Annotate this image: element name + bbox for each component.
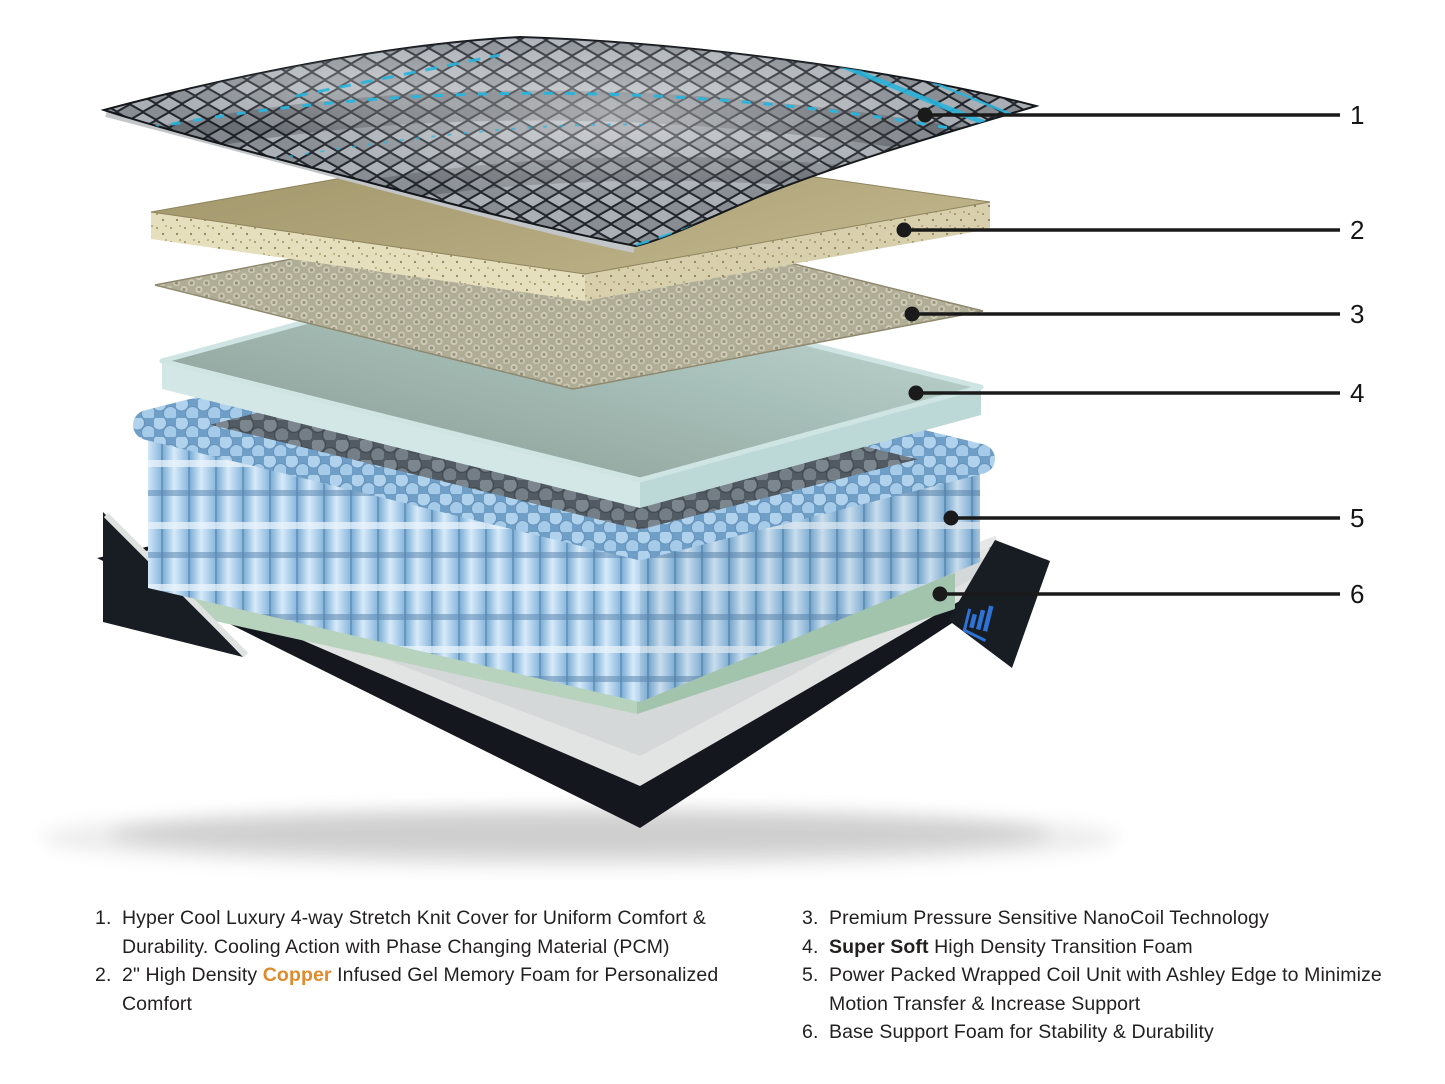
- callouts: 1 2 3 4 5 6: [896, 100, 1364, 609]
- legend-item-text: Super Soft High Density Transition Foam: [829, 935, 1193, 958]
- callout-2-label: 2: [1350, 215, 1364, 245]
- callout-6: 6: [932, 579, 1364, 609]
- legend-left-column: 1. Hyper Cool Luxury 4-way Stretch Knit C…: [95, 904, 767, 1018]
- ground-shadow: [40, 806, 1120, 870]
- brand-logo-icon: [962, 605, 994, 642]
- callout-5: 5: [943, 503, 1364, 533]
- legend-item-number: 6.: [802, 1021, 819, 1043]
- legend-item-number: 3.: [802, 907, 819, 929]
- callout-2: 2: [896, 215, 1364, 245]
- legend-right-column: 3. Premium Pressure Sensitive NanoCoil Te…: [802, 904, 1394, 1047]
- callout-6-label: 6: [1350, 579, 1364, 609]
- callout-5-label: 5: [1350, 503, 1364, 533]
- legend-item-text: 2" High Density Copper Infused Gel Memor…: [122, 964, 719, 1015]
- exploded-mattress-illustration: 1 2 3 4 5 6: [40, 35, 1364, 870]
- legend-item-text: Base Support Foam for Stability & Durabi…: [829, 1021, 1214, 1043]
- legend-item-text: Hyper Cool Luxury 4-way Stretch Knit Cov…: [122, 907, 707, 958]
- callout-3: 3: [904, 299, 1364, 329]
- legend-item: 5. Power Packed Wrapped Coil Unit with As…: [802, 961, 1394, 1018]
- legend-item-text: Premium Pressure Sensitive NanoCoil Tech…: [829, 907, 1269, 929]
- callout-1: 1: [917, 100, 1364, 130]
- legend-item-number: 5.: [802, 964, 819, 986]
- legend-item-number: 4.: [802, 935, 819, 958]
- callout-4: 4: [908, 378, 1364, 408]
- legend-item-number: 2.: [95, 964, 112, 986]
- legend-item: 3. Premium Pressure Sensitive NanoCoil Te…: [802, 904, 1394, 933]
- legend-item-number: 1.: [95, 907, 112, 929]
- callout-3-label: 3: [1350, 299, 1364, 329]
- legend-item-text: Power Packed Wrapped Coil Unit with Ashl…: [829, 964, 1382, 1015]
- legend-item: 2. 2" High Density Copper Infused Gel Mem…: [95, 961, 767, 1018]
- callout-4-label: 4: [1350, 378, 1364, 408]
- callout-1-label: 1: [1350, 100, 1364, 130]
- legend-item: 1. Hyper Cool Luxury 4-way Stretch Knit C…: [95, 904, 767, 961]
- legend-item: 4. Super Soft High Density Transition Foa…: [802, 933, 1394, 962]
- legend-item: 6. Base Support Foam for Stability & Dura…: [802, 1018, 1394, 1047]
